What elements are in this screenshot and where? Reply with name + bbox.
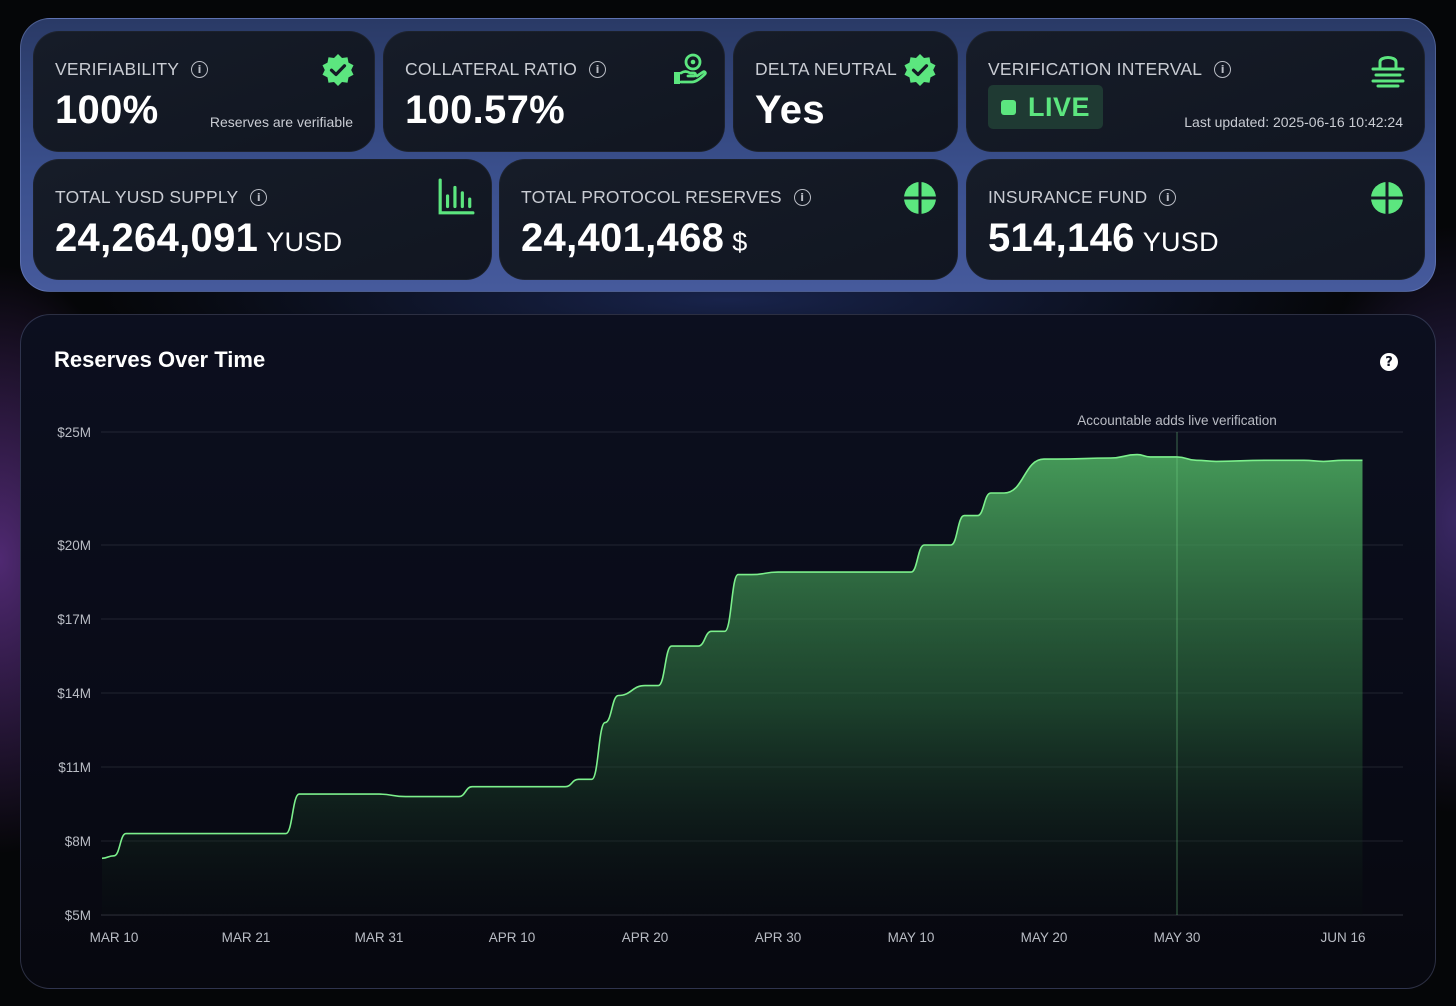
delta-neutral-label: DELTA NEUTRAL xyxy=(755,59,897,79)
live-badge: LIVE xyxy=(988,85,1104,129)
total-reserves-label: TOTAL PROTOCOL RESERVES xyxy=(521,187,782,207)
x-tick-label: MAY 10 xyxy=(888,930,935,945)
pie-segments-icon xyxy=(903,181,937,215)
total-reserves-card: TOTAL PROTOCOL RESERVES i 24,401,468 $ xyxy=(499,159,958,280)
delta-neutral-label-row: DELTA NEUTRAL xyxy=(755,59,897,80)
y-tick-label: $8M xyxy=(65,834,91,849)
insurance-fund-label-row: INSURANCE FUND i xyxy=(988,187,1177,208)
total-reserves-value: 24,401,468 $ xyxy=(521,216,748,261)
verification-interval-label: VERIFICATION INTERVAL xyxy=(988,59,1203,79)
live-indicator xyxy=(1001,99,1016,115)
total-supply-amount: 24,264,091 xyxy=(55,216,259,260)
last-updated-text: Last updated: 2025-06-16 10:42:24 xyxy=(1184,114,1403,130)
insurance-fund-amount: 514,146 xyxy=(988,216,1135,260)
verification-interval-label-row: VERIFICATION INTERVAL i xyxy=(988,59,1232,80)
x-tick-label: APR 30 xyxy=(755,930,802,945)
pie-segments-icon xyxy=(1370,181,1404,215)
x-tick-label: MAY 30 xyxy=(1154,930,1201,945)
lock-icon xyxy=(1371,56,1405,88)
insurance-fund-card: INSURANCE FUND i 514,146 YUSD xyxy=(966,159,1425,280)
y-tick-label: $5M xyxy=(65,908,91,923)
x-tick-label: MAR 10 xyxy=(90,930,139,945)
verifiability-sub: Reserves are verifiable xyxy=(209,114,353,130)
x-tick-label: MAR 31 xyxy=(355,930,404,945)
hand-holding-coin-icon xyxy=(674,53,707,84)
verified-badge-icon xyxy=(322,54,354,86)
reserves-chart: $5M$8M$11M$14M$17M$20M$25M MAR 10 MAR 21 M… xyxy=(57,413,1403,945)
live-badge-text: LIVE xyxy=(1028,91,1091,122)
bar-chart-icon xyxy=(438,178,475,215)
help-icon[interactable]: ? xyxy=(1380,353,1398,371)
info-icon[interactable]: i xyxy=(793,189,811,206)
total-supply-label: TOTAL YUSD SUPPLY xyxy=(55,187,239,207)
total-reserves-unit: $ xyxy=(732,227,748,257)
x-tick-label: APR 20 xyxy=(622,930,669,945)
reserves-line xyxy=(101,453,1363,860)
annotation-label: Accountable adds live verification xyxy=(1077,413,1277,428)
x-tick-label: MAR 21 xyxy=(222,930,271,945)
insurance-fund-value: 514,146 YUSD xyxy=(988,216,1219,261)
verification-interval-card: VERIFICATION INTERVAL i LIVE Last update… xyxy=(966,31,1425,152)
total-reserves-amount: 24,401,468 xyxy=(521,216,725,260)
delta-neutral-value: Yes xyxy=(755,88,825,132)
x-tick-label: JUN 16 xyxy=(1320,930,1365,945)
info-icon[interactable]: i xyxy=(250,189,268,206)
collateral-ratio-label-row: COLLATERAL RATIO i xyxy=(405,59,607,80)
y-tick-label: $17M xyxy=(57,612,91,627)
info-icon[interactable]: i xyxy=(589,61,607,78)
collateral-ratio-value: 100.57% xyxy=(405,88,566,132)
total-supply-label-row: TOTAL YUSD SUPPLY i xyxy=(55,187,268,208)
annotation: Accountable adds live verification xyxy=(1077,413,1277,915)
metrics-panel: VERIFIABILITY i 100% Reserves are verifi… xyxy=(20,18,1436,292)
total-supply-value: 24,264,091 YUSD xyxy=(55,216,342,261)
y-tick-label: $25M xyxy=(57,425,91,440)
y-axis: $5M $8M $11M $14M $17M $20M $25M xyxy=(57,425,91,923)
total-supply-unit: YUSD xyxy=(266,227,343,257)
y-tick-label: $11M xyxy=(58,760,91,775)
x-tick-label: MAY 20 xyxy=(1021,930,1068,945)
verifiability-label-row: VERIFIABILITY i xyxy=(55,59,209,80)
insurance-fund-unit: YUSD xyxy=(1142,227,1219,257)
verifiability-label: VERIFIABILITY xyxy=(55,59,180,79)
verifiability-card: VERIFIABILITY i 100% Reserves are verifi… xyxy=(33,31,375,152)
insurance-fund-label: INSURANCE FUND xyxy=(988,187,1148,207)
y-tick-label: $20M xyxy=(57,538,91,553)
verified-badge-icon xyxy=(904,54,936,86)
x-tick-label: APR 10 xyxy=(489,930,536,945)
info-icon[interactable]: i xyxy=(1159,189,1177,206)
delta-neutral-card: DELTA NEUTRAL Yes xyxy=(733,31,958,152)
info-icon[interactable]: i xyxy=(191,61,209,78)
total-supply-card: TOTAL YUSD SUPPLY i 24,264,091 YUSD xyxy=(33,159,492,280)
reserves-area xyxy=(102,454,1363,915)
reserves-chart-panel: Reserves Over Time ? $5M $8M $11M $14M $17M $… xyxy=(20,314,1436,989)
chart-title: Reserves Over Time xyxy=(54,347,266,372)
total-reserves-label-row: TOTAL PROTOCOL RESERVES i xyxy=(521,187,811,208)
y-tick-label: $14M xyxy=(57,686,91,701)
verifiability-value: 100% xyxy=(55,88,159,132)
x-axis: MAR 10 MAR 21 MAR 31 APR 10 APR 20 APR 30 MAY … xyxy=(90,930,1366,945)
collateral-ratio-card: COLLATERAL RATIO i 100.57% xyxy=(383,31,725,152)
collateral-ratio-label: COLLATERAL RATIO xyxy=(405,59,578,79)
info-icon[interactable]: i xyxy=(1214,61,1232,78)
